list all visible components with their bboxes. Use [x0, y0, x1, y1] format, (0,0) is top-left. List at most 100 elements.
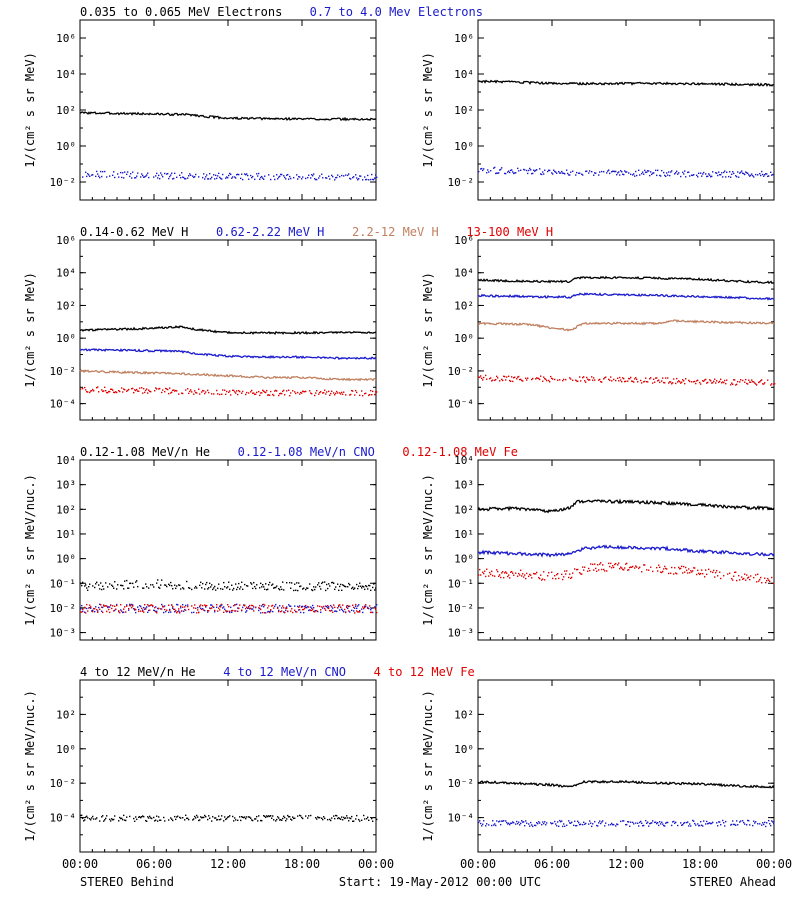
data-point — [627, 820, 629, 823]
data-point — [678, 380, 680, 382]
data-point — [530, 574, 532, 576]
data-point — [731, 382, 733, 384]
data-point — [211, 820, 213, 822]
data-point — [281, 610, 283, 612]
data-point — [99, 820, 101, 822]
data-point — [603, 378, 605, 380]
data-point — [233, 389, 235, 392]
data-point — [693, 820, 695, 822]
data-point — [642, 824, 644, 827]
data-point — [672, 382, 674, 384]
data-point — [175, 587, 177, 590]
data-point — [284, 176, 286, 179]
data-point — [113, 818, 115, 821]
data-point — [740, 171, 742, 174]
data-point — [335, 176, 337, 179]
data-point — [682, 572, 684, 574]
data-point — [337, 392, 339, 394]
data-point — [319, 585, 321, 588]
data-point — [112, 389, 114, 391]
data-point — [99, 176, 101, 179]
data-point — [695, 824, 697, 826]
data-point — [536, 571, 538, 574]
data-point — [299, 605, 301, 607]
data-point — [271, 584, 273, 586]
data-point — [278, 610, 280, 613]
data-point — [480, 822, 482, 825]
y-tick-label: 10³ — [454, 479, 474, 492]
data-point — [184, 606, 186, 608]
data-point — [197, 816, 199, 818]
data-point — [748, 174, 750, 176]
data-point — [561, 820, 563, 822]
data-series — [477, 79, 775, 87]
data-point — [659, 174, 661, 177]
data-point — [608, 169, 610, 171]
data-point — [215, 174, 217, 177]
data-point — [720, 378, 722, 380]
data-point — [333, 392, 335, 394]
data-point — [697, 823, 699, 825]
data-point — [308, 606, 310, 608]
y-tick-label: 10⁶ — [56, 32, 76, 45]
data-point — [344, 608, 346, 611]
data-point — [667, 377, 669, 379]
y-tick-label: 10⁴ — [454, 454, 474, 467]
data-point — [114, 609, 116, 612]
data-point — [166, 585, 168, 588]
data-point — [235, 392, 237, 394]
data-point — [90, 390, 92, 392]
data-point — [538, 821, 540, 823]
data-point — [227, 610, 229, 612]
data-point — [620, 820, 622, 823]
data-point — [359, 610, 361, 612]
data-point — [359, 175, 361, 177]
data-point — [629, 377, 631, 380]
data-point — [368, 179, 370, 181]
data-point — [698, 172, 700, 174]
data-point — [174, 815, 176, 818]
data-point — [730, 176, 732, 178]
data-point — [330, 819, 332, 822]
data-point — [563, 172, 565, 175]
data-point — [99, 588, 101, 590]
data-point — [367, 174, 369, 177]
data-point — [96, 581, 98, 584]
data-point — [552, 378, 554, 380]
data-point — [222, 389, 224, 391]
data-point — [269, 611, 271, 614]
data-point — [161, 608, 163, 610]
data-point — [659, 821, 661, 823]
data-point — [225, 818, 227, 821]
data-series — [477, 544, 775, 558]
data-point — [290, 610, 292, 612]
data-point — [171, 391, 173, 393]
data-point — [202, 176, 204, 179]
data-point — [352, 586, 354, 589]
data-point — [248, 178, 250, 180]
data-point — [122, 391, 124, 393]
data-point — [540, 574, 542, 576]
data-point — [194, 587, 196, 589]
data-point — [210, 586, 212, 588]
data-point — [654, 381, 656, 383]
data-point — [339, 585, 341, 588]
data-point — [716, 380, 718, 382]
data-point — [664, 174, 666, 177]
data-point — [498, 172, 500, 174]
data-point — [170, 817, 172, 819]
data-point — [215, 589, 217, 591]
data-point — [212, 605, 214, 608]
data-point — [569, 822, 571, 824]
data-point — [231, 609, 233, 612]
data-point — [496, 820, 498, 822]
data-point — [635, 822, 637, 824]
data-point — [291, 582, 293, 584]
data-point — [334, 610, 336, 612]
data-point — [628, 172, 630, 174]
data-point — [290, 177, 292, 180]
data-point — [129, 582, 131, 585]
data-point — [579, 572, 581, 574]
data-point — [312, 604, 314, 607]
data-point — [325, 605, 327, 607]
